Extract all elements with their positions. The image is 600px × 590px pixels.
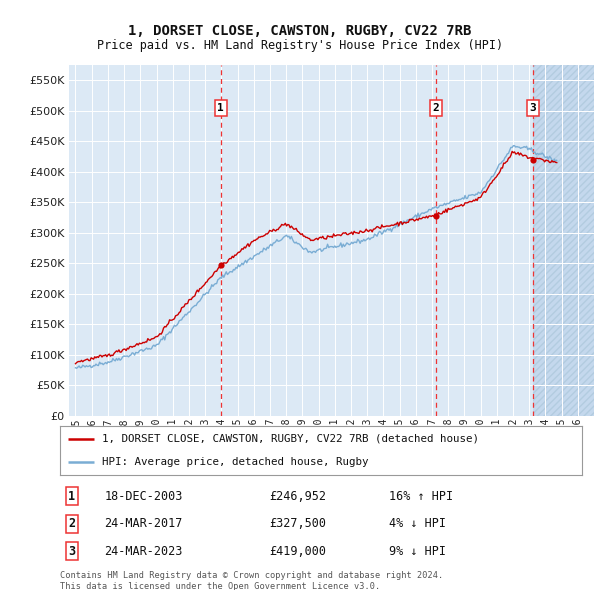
- Text: 4% ↓ HPI: 4% ↓ HPI: [389, 517, 446, 530]
- Text: 24-MAR-2023: 24-MAR-2023: [104, 545, 183, 558]
- Text: 2: 2: [68, 517, 76, 530]
- Text: 1, DORSET CLOSE, CAWSTON, RUGBY, CV22 7RB (detached house): 1, DORSET CLOSE, CAWSTON, RUGBY, CV22 7R…: [102, 434, 479, 444]
- Text: £419,000: £419,000: [269, 545, 326, 558]
- Text: £327,500: £327,500: [269, 517, 326, 530]
- Point: [216, 260, 226, 270]
- Text: 18-DEC-2003: 18-DEC-2003: [104, 490, 183, 503]
- Text: 16% ↑ HPI: 16% ↑ HPI: [389, 490, 453, 503]
- Point: [528, 155, 538, 165]
- Text: 3: 3: [530, 103, 536, 113]
- Point: [431, 211, 440, 221]
- Text: 9% ↓ HPI: 9% ↓ HPI: [389, 545, 446, 558]
- Text: 1: 1: [68, 490, 76, 503]
- Text: Price paid vs. HM Land Registry's House Price Index (HPI): Price paid vs. HM Land Registry's House …: [97, 39, 503, 52]
- Text: Contains HM Land Registry data © Crown copyright and database right 2024.
This d: Contains HM Land Registry data © Crown c…: [60, 571, 443, 590]
- Text: 1, DORSET CLOSE, CAWSTON, RUGBY, CV22 7RB: 1, DORSET CLOSE, CAWSTON, RUGBY, CV22 7R…: [128, 24, 472, 38]
- Text: 24-MAR-2017: 24-MAR-2017: [104, 517, 183, 530]
- Text: 2: 2: [433, 103, 439, 113]
- Text: 3: 3: [68, 545, 76, 558]
- Text: HPI: Average price, detached house, Rugby: HPI: Average price, detached house, Rugb…: [102, 457, 368, 467]
- Bar: [533, 65, 594, 416]
- Text: £246,952: £246,952: [269, 490, 326, 503]
- Text: 1: 1: [217, 103, 224, 113]
